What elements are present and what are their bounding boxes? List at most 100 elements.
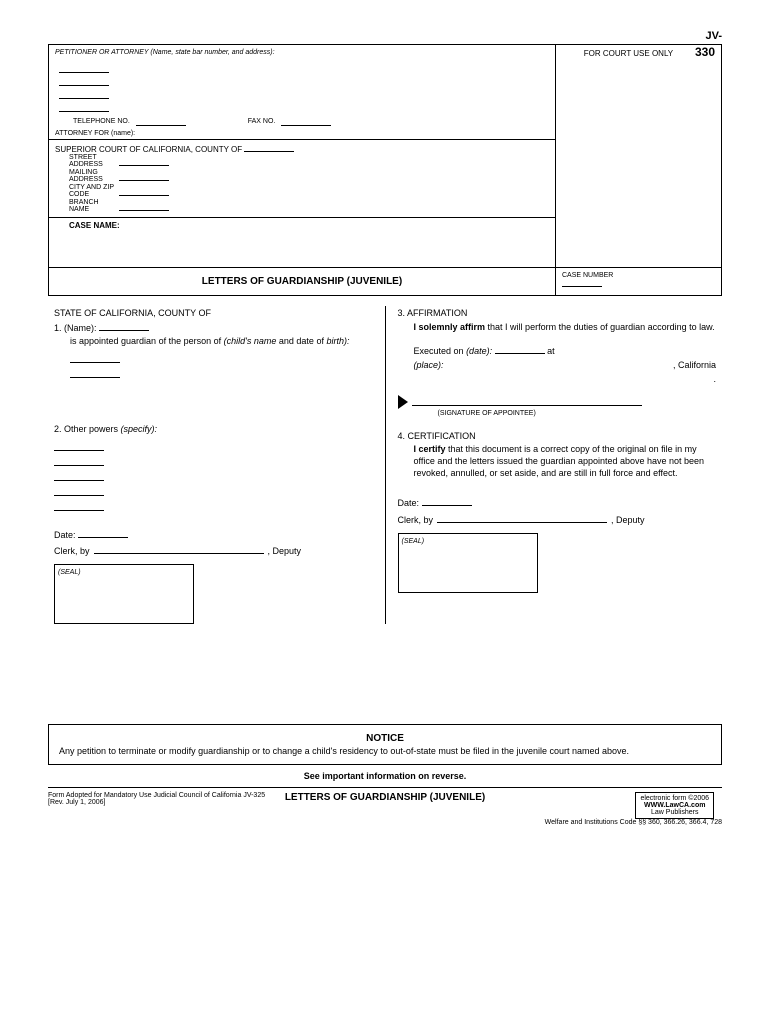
county-field[interactable]	[244, 143, 294, 152]
date-field-left[interactable]	[78, 529, 128, 538]
clerk-row-left: Clerk, by , Deputy	[54, 545, 373, 558]
cert-bold: I certify	[414, 444, 446, 454]
affirm-bold: I solemnly affirm	[414, 322, 486, 332]
date-label-left: Date:	[54, 530, 76, 540]
certification-text: I certify that this document is a correc…	[414, 444, 717, 479]
case-number-field[interactable]	[562, 279, 602, 287]
birth-italic: birth):	[326, 336, 349, 346]
at-label: at	[547, 346, 555, 356]
clerk-field-right[interactable]	[437, 514, 607, 523]
powers-lines[interactable]	[54, 440, 373, 511]
notice-box: NOTICE Any petition to terminate or modi…	[48, 724, 722, 765]
signature-row	[398, 395, 717, 409]
and-text: and date of	[279, 336, 324, 346]
eform-url: WWW.LawCA.com	[644, 802, 705, 809]
attorney-for: ATTORNEY FOR (name):	[55, 130, 549, 137]
signature-label: (SIGNATURE OF APPOINTEE)	[438, 409, 717, 418]
branch-label: BRANCH NAME	[69, 199, 119, 213]
appointed-1: is appointed guardian of the person of	[70, 336, 221, 346]
street-field[interactable]	[119, 158, 169, 166]
code-text: Welfare and Institutions Code §§ 360, 36…	[545, 819, 722, 826]
footer-right: electronic form ©2006 WWW.LawCA.com Law …	[497, 792, 722, 826]
section-2: 2. Other powers (specify):	[54, 424, 373, 436]
section-3: 3. AFFIRMATION	[398, 308, 717, 320]
date-row-left: Date:	[54, 529, 373, 542]
section-4: 4. CERTIFICATION	[398, 431, 717, 443]
header-right: FOR COURT USE ONLY330	[556, 45, 721, 267]
executed-date-italic: (date):	[466, 346, 492, 356]
executed-date-field[interactable]	[495, 345, 545, 354]
branch-field[interactable]	[119, 203, 169, 211]
petitioner-lines[interactable]	[59, 62, 549, 112]
place-row: (place): , California	[414, 360, 717, 372]
notice-title: NOTICE	[59, 733, 711, 744]
period-row: .	[414, 374, 717, 386]
reverse-text: See important information on reverse.	[48, 771, 722, 781]
fax-field[interactable]	[281, 118, 331, 126]
eform-box: electronic form ©2006 WWW.LawCA.com Law …	[635, 792, 714, 819]
seal-label-right: (SEAL)	[402, 538, 425, 545]
deputy-label-left: , Deputy	[268, 546, 302, 556]
clerk-label-left: Clerk, by	[54, 546, 90, 556]
cert-rest: that this document is a correct copy of …	[414, 444, 705, 477]
case-number-box: CASE NUMBER	[556, 268, 721, 295]
page: JV- PETITIONER OR ATTORNEY (Name, state …	[0, 0, 770, 850]
name-field[interactable]	[99, 322, 149, 331]
header-box: PETITIONER OR ATTORNEY (Name, state bar …	[48, 44, 722, 268]
triangle-icon	[398, 395, 408, 409]
telephone-label: TELEPHONE NO.	[73, 118, 130, 125]
child-lines[interactable]	[70, 352, 373, 378]
petitioner-label: PETITIONER OR ATTORNEY (Name, state bar …	[55, 49, 549, 56]
case-number-label: CASE NUMBER	[562, 272, 613, 279]
court-use-label: FOR COURT USE ONLY	[562, 49, 695, 59]
footer-center: LETTERS OF GUARDIANSHIP (JUVENILE)	[273, 792, 498, 826]
form-title: LETTERS OF GUARDIANSHIP (JUVENILE)	[49, 268, 556, 295]
specify-italic: (specify):	[121, 424, 158, 434]
right-column: 3. AFFIRMATION I solemnly affirm that I …	[386, 306, 723, 624]
form-number-top: JV-	[48, 30, 722, 42]
case-name-field[interactable]	[55, 230, 549, 260]
footer-left: Form Adopted for Mandatory Use Judicial …	[48, 792, 273, 826]
notice-text: Any petition to terminate or modify guar…	[59, 746, 711, 756]
mailing-field[interactable]	[119, 173, 169, 181]
clerk-row-right: Clerk, by, Deputy	[398, 514, 717, 527]
header-left: PETITIONER OR ATTORNEY (Name, state bar …	[49, 45, 556, 267]
court-title: SUPERIOR COURT OF CALIFORNIA, COUNTY OF	[55, 145, 242, 154]
section-2-label: 2. Other powers	[54, 424, 118, 434]
footer: Form Adopted for Mandatory Use Judicial …	[48, 787, 722, 830]
eform-pub: Law Publishers	[651, 809, 698, 816]
seal-box-right: (SEAL)	[398, 533, 538, 593]
section-1: 1. (Name):	[54, 322, 373, 335]
executed-row: Executed on (date): at	[414, 345, 717, 358]
body: STATE OF CALIFORNIA, COUNTY OF 1. (Name)…	[48, 306, 722, 624]
cityzip-field[interactable]	[119, 188, 169, 196]
telephone-row: TELEPHONE NO. FAX NO.	[73, 118, 549, 128]
affirmation-text: I solemnly affirm that I will perform th…	[414, 322, 717, 334]
state-county: STATE OF CALIFORNIA, COUNTY OF	[54, 308, 373, 320]
eform-text: electronic form ©2006	[640, 795, 709, 802]
mailing-label: MAILING ADDRESS	[69, 169, 119, 183]
street-label: STREET ADDRESS	[69, 154, 119, 168]
affirm-rest: that I will perform the duties of guardi…	[488, 322, 715, 332]
signature-field[interactable]	[412, 396, 642, 406]
date-label-right: Date:	[398, 498, 420, 508]
title-row: LETTERS OF GUARDIANSHIP (JUVENILE) CASE …	[48, 268, 722, 296]
telephone-field[interactable]	[136, 118, 186, 126]
california-text: , California	[673, 360, 716, 370]
date-field-right[interactable]	[422, 497, 472, 506]
clerk-field-left[interactable]	[94, 545, 264, 554]
seal-label-left: (SEAL)	[58, 569, 81, 576]
form-number: 330	[695, 45, 715, 59]
left-column: STATE OF CALIFORNIA, COUNTY OF 1. (Name)…	[48, 306, 386, 624]
case-name-label: CASE NAME:	[69, 221, 120, 230]
executed-label: Executed on	[414, 346, 464, 356]
court-row: SUPERIOR COURT OF CALIFORNIA, COUNTY OF …	[49, 139, 555, 217]
seal-box-left: (SEAL)	[54, 564, 194, 624]
fax-label: FAX NO.	[248, 118, 276, 125]
section-1-label: 1. (Name):	[54, 323, 97, 333]
clerk-label-right: Clerk, by	[398, 515, 434, 525]
appointed-text: is appointed guardian of the person of (…	[70, 336, 373, 348]
case-name-row: CASE NAME:	[49, 217, 555, 263]
date-row-right: Date:	[398, 497, 717, 510]
childname-italic: (child's name	[224, 336, 277, 346]
